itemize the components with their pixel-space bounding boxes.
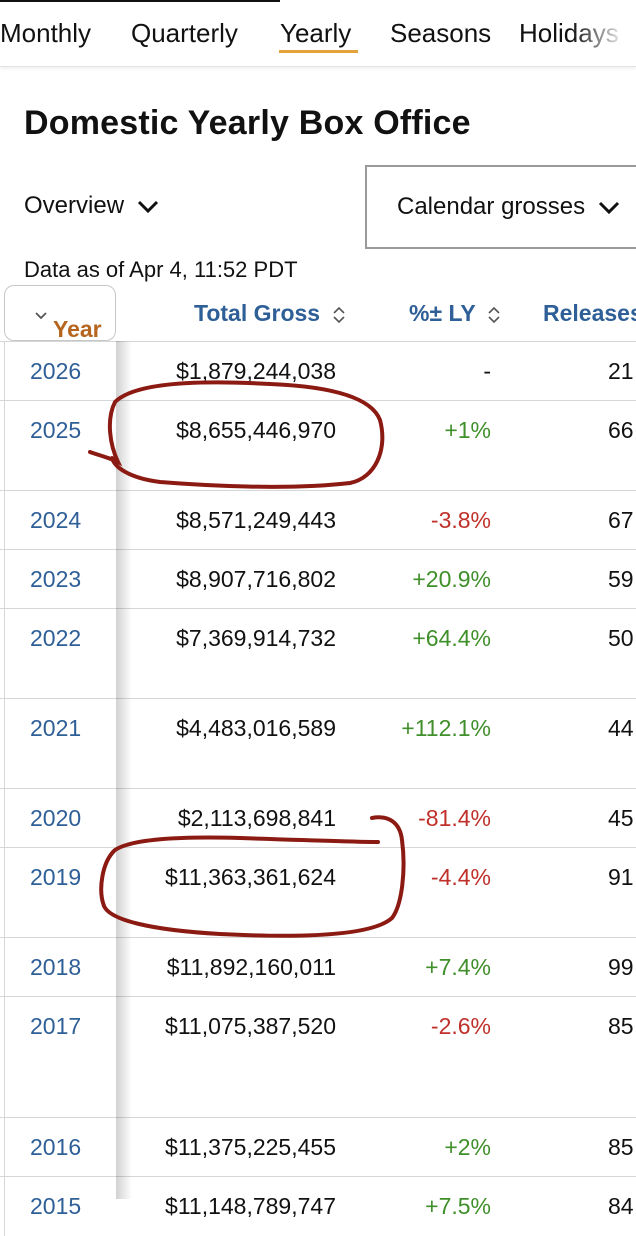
total-gross-value: $8,907,716,802 xyxy=(176,566,336,592)
year-cell[interactable]: 2018 xyxy=(4,938,116,997)
table-row: 2016 $11,375,225,455 +2% 85 xyxy=(0,1117,636,1177)
releases-value[interactable]: 67 xyxy=(608,507,634,533)
pct-change-value: -2.6% xyxy=(430,1013,491,1039)
releases-value[interactable]: 45 xyxy=(608,805,634,831)
releases-value[interactable]: 85 xyxy=(608,1013,634,1039)
pct-change-value: - xyxy=(483,358,491,384)
calendar-grosses-dropdown[interactable]: Calendar grosses xyxy=(365,165,636,249)
total-gross-value: $4,483,016,589 xyxy=(176,715,336,741)
total-gross-value: $11,148,789,747 xyxy=(165,1193,336,1219)
total-gross-value: $2,113,698,841 xyxy=(177,805,336,831)
total-gross-value: $7,369,914,732 xyxy=(176,625,336,651)
pct-change-value: -4.4% xyxy=(430,864,491,890)
releases-value[interactable]: 84 xyxy=(608,1193,634,1219)
table-row: 2023 $8,907,716,802 +20.9% 59 xyxy=(0,549,636,609)
table-row: 2018 $11,892,160,011 +7.4% 99 xyxy=(0,937,636,997)
tabs-fade-overlay xyxy=(572,10,636,60)
year-link[interactable]: 2023 xyxy=(30,566,82,592)
pct-change-column-header[interactable]: %± LY xyxy=(409,300,500,327)
year-header-label: Year xyxy=(53,316,102,342)
pct-change-value: +64.4% xyxy=(412,625,491,651)
top-divider xyxy=(0,0,280,2)
releases-value[interactable]: 50 xyxy=(608,625,634,651)
table-row: 2017 $11,075,387,520 -2.6% 85 xyxy=(0,996,636,1118)
table-row: 2022 $7,369,914,732 +64.4% 50 xyxy=(0,608,636,699)
table-row: 2026 $1,879,244,038 - 21 xyxy=(0,341,636,401)
pct-change-value: +2% xyxy=(444,1134,491,1160)
sort-updown-icon xyxy=(488,306,500,324)
table-header: Year Total Gross %± LY Releases xyxy=(0,285,636,342)
releases-value[interactable]: 21 xyxy=(608,358,634,384)
year-cell[interactable]: 2020 xyxy=(4,789,116,848)
releases-value[interactable]: 66 xyxy=(608,417,634,443)
total-gross-value: $11,375,225,455 xyxy=(165,1134,336,1160)
year-link[interactable]: 2015 xyxy=(30,1193,82,1219)
total-gross-header-label: Total Gross xyxy=(194,300,321,326)
year-link[interactable]: 2017 xyxy=(30,1013,82,1039)
overview-label: Overview xyxy=(24,192,125,219)
pct-change-value: -81.4% xyxy=(418,805,491,831)
pct-change-value: +7.5% xyxy=(425,1193,491,1219)
total-gross-value: $11,892,160,011 xyxy=(166,954,336,980)
chevron-down-icon xyxy=(35,312,47,320)
releases-column-header[interactable]: Releases xyxy=(543,300,636,326)
data-timestamp: Data as of Apr 4, 11:52 PDT xyxy=(24,257,298,282)
table-row: 2015 $11,148,789,747 +7.5% 84 xyxy=(0,1176,636,1236)
releases-value[interactable]: 59 xyxy=(608,566,634,592)
year-link[interactable]: 2024 xyxy=(30,507,82,533)
calendar-grosses-label: Calendar grosses xyxy=(397,193,586,220)
sort-updown-icon xyxy=(332,306,345,324)
pct-change-value: +1% xyxy=(444,417,491,443)
table-row: 2025 $8,655,446,970 +1% 66 xyxy=(0,400,636,491)
year-link[interactable]: 2022 xyxy=(30,625,82,651)
table-row: 2019 $11,363,361,624 -4.4% 91 xyxy=(0,847,636,938)
tab-seasons[interactable]: Seasons xyxy=(390,18,492,48)
year-cell[interactable]: 2017 xyxy=(4,997,116,1118)
releases-value[interactable]: 99 xyxy=(608,954,634,980)
year-link[interactable]: 2019 xyxy=(30,864,82,890)
year-cell[interactable]: 2022 xyxy=(4,609,116,699)
year-link[interactable]: 2021 xyxy=(30,715,82,741)
total-gross-value: $11,075,387,520 xyxy=(165,1013,336,1039)
year-cell[interactable]: 2024 xyxy=(4,491,116,550)
page-title: Domestic Yearly Box Office xyxy=(24,104,471,142)
chevron-down-icon xyxy=(137,200,158,213)
overview-dropdown[interactable]: Overview xyxy=(24,192,159,220)
year-link[interactable]: 2025 xyxy=(30,417,82,443)
year-cell[interactable]: 2021 xyxy=(4,699,116,789)
releases-value[interactable]: 44 xyxy=(608,715,634,741)
pct-change-value: +20.9% xyxy=(412,566,491,592)
period-tabs: Monthly Quarterly Yearly Seasons Holiday… xyxy=(0,0,636,67)
year-cell[interactable]: 2025 xyxy=(4,401,116,491)
total-gross-value: $8,655,446,970 xyxy=(176,417,336,443)
table-row: 2024 $8,571,249,443 -3.8% 67 xyxy=(0,490,636,550)
tab-yearly[interactable]: Yearly xyxy=(280,18,352,48)
year-link[interactable]: 2018 xyxy=(30,954,82,980)
table-row: 2021 $4,483,016,589 +112.1% 44 xyxy=(0,698,636,789)
pct-change-value: +112.1% xyxy=(401,715,491,741)
active-tab-indicator xyxy=(279,50,358,53)
year-column-header[interactable]: Year xyxy=(4,285,116,342)
pct-change-value: +7.4% xyxy=(425,954,491,980)
total-gross-value: $1,879,244,038 xyxy=(176,358,336,384)
year-link[interactable]: 2020 xyxy=(30,805,82,831)
table-row: 2020 $2,113,698,841 -81.4% 45 xyxy=(0,788,636,848)
year-cell[interactable]: 2016 xyxy=(4,1118,116,1177)
releases-value[interactable]: 91 xyxy=(608,864,634,890)
year-cell[interactable]: 2019 xyxy=(4,848,116,938)
chevron-down-icon xyxy=(598,201,619,214)
total-gross-value: $8,571,249,443 xyxy=(176,507,336,533)
pct-change-header-label: %± LY xyxy=(409,300,476,326)
year-cell[interactable]: 2015 xyxy=(4,1177,116,1236)
tab-monthly[interactable]: Monthly xyxy=(0,18,92,48)
pct-change-value: -3.8% xyxy=(430,507,491,533)
year-link[interactable]: 2016 xyxy=(30,1134,82,1160)
year-cell[interactable]: 2026 xyxy=(4,342,116,401)
year-link[interactable]: 2026 xyxy=(30,358,82,384)
tab-quarterly[interactable]: Quarterly xyxy=(131,18,238,48)
total-gross-column-header[interactable]: Total Gross xyxy=(194,300,345,327)
total-gross-value: $11,363,361,624 xyxy=(165,864,336,890)
releases-value[interactable]: 85 xyxy=(608,1134,634,1160)
year-cell[interactable]: 2023 xyxy=(4,550,116,609)
